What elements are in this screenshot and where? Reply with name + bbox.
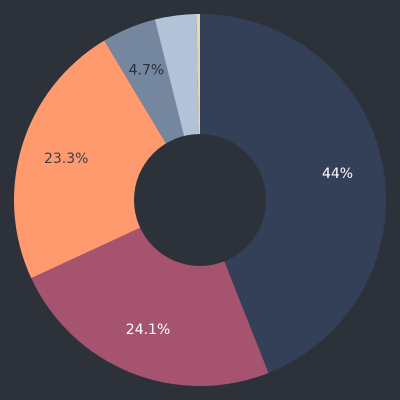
donut-hole — [134, 134, 266, 266]
slice-label-2: 23.3% — [44, 151, 88, 167]
labels-group: 44% 24.1% 23.3% 4.7% — [44, 63, 353, 338]
pie-slice-0 — [200, 14, 386, 373]
slice-label-0: 44% — [322, 166, 353, 182]
slice-label-3: 4.7% — [129, 63, 165, 79]
slice-label-1: 24.1% — [126, 322, 170, 338]
